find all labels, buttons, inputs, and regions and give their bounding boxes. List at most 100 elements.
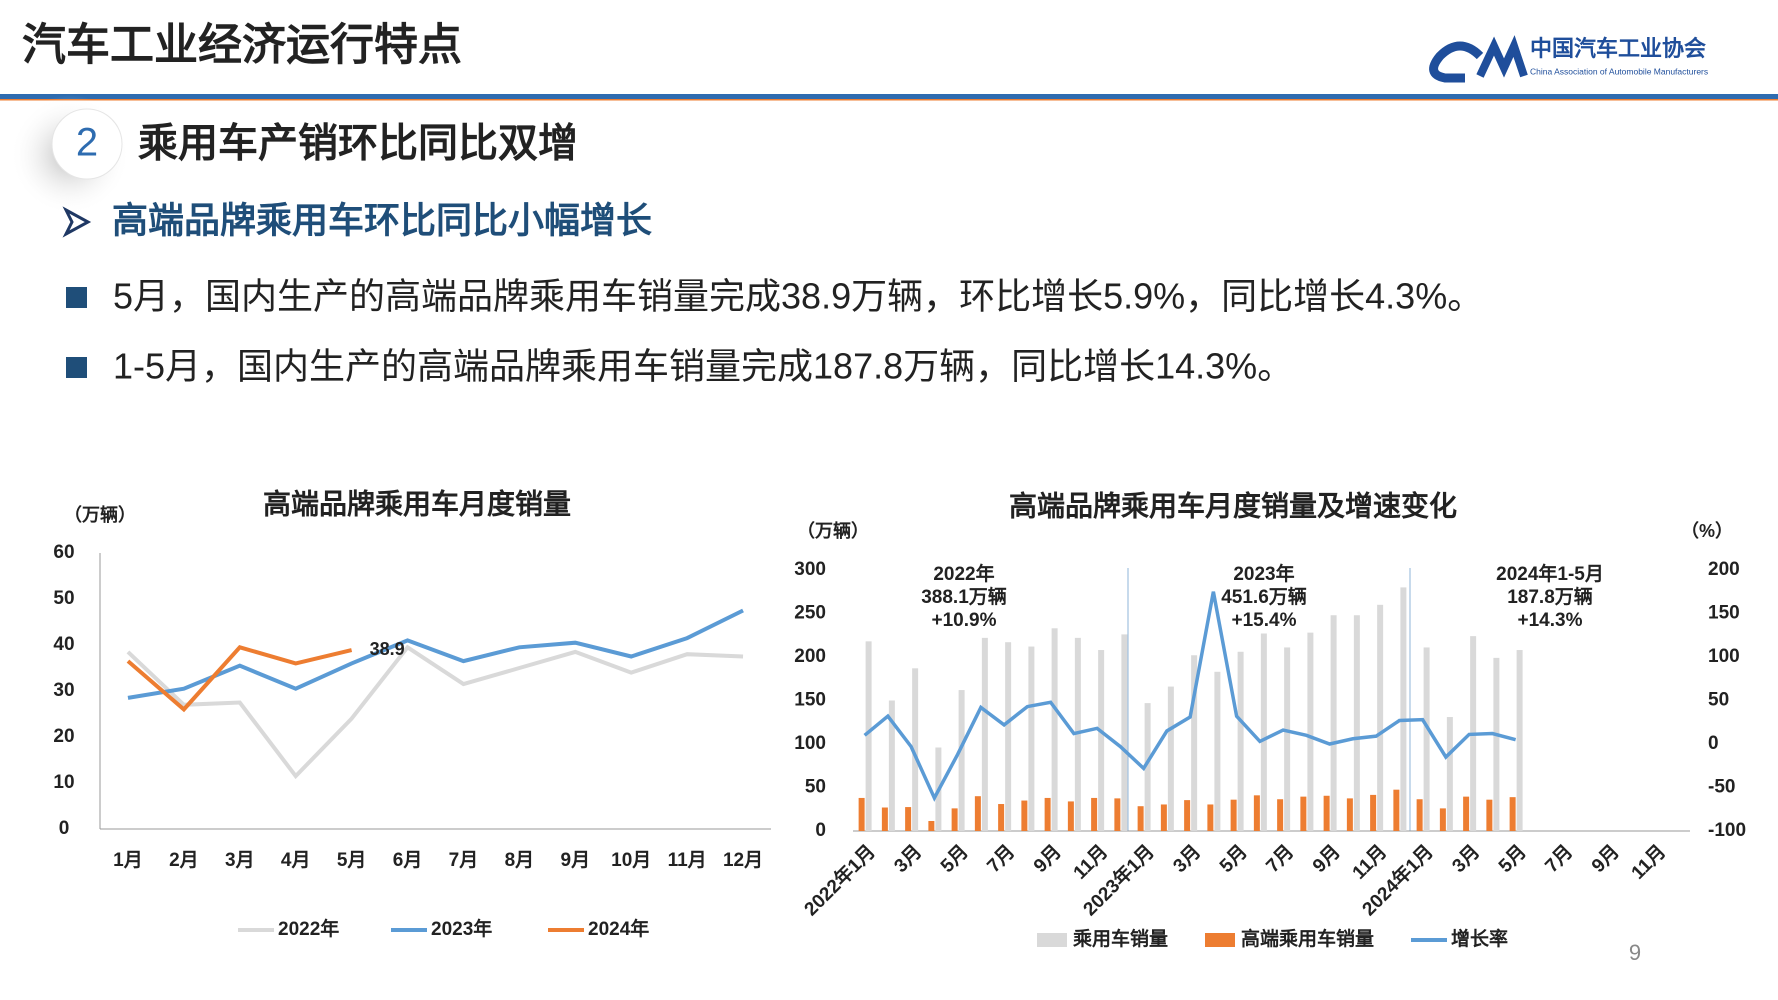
y-tick-label: 150 [794, 690, 826, 711]
x-tick-label: 11月 [1070, 841, 1112, 883]
legend-swatch [1037, 933, 1067, 947]
bar [951, 808, 958, 831]
section-badge [51, 108, 123, 180]
bar [928, 820, 935, 831]
bar [1167, 686, 1174, 831]
bar [1509, 797, 1516, 831]
bar [1144, 703, 1151, 831]
bar [1423, 647, 1430, 831]
y-tick-label: 10 [53, 772, 74, 793]
series-line [126, 644, 744, 780]
annotation: +10.9% [932, 610, 997, 631]
y-tick-label: 50 [53, 588, 74, 609]
y-tick-label: 250 [794, 603, 826, 624]
bar [1393, 789, 1400, 831]
bar [881, 807, 888, 831]
bar [1400, 587, 1407, 831]
y-tick-label: 60 [53, 542, 74, 563]
y-tick-label: 100 [794, 733, 826, 754]
x-tick-label: 5月 [337, 850, 367, 871]
legend-label: 高端乘用车销量 [1241, 927, 1374, 950]
bar [1330, 615, 1337, 831]
x-tick-label: 2月 [169, 850, 199, 871]
x-tick-label: 11月 [668, 850, 707, 871]
bullet-square [66, 287, 87, 308]
y-tick-label: 50 [805, 777, 826, 798]
x-tick-label: 5月 [937, 841, 973, 877]
bullet-text: 5月，国内生产的高端品牌乘用车销量完成38.9万辆，环比增长5.9%，同比增长4… [113, 276, 1483, 317]
bar [1160, 804, 1167, 831]
logo-text: 中国汽车工业协会 [1530, 36, 1706, 61]
bar [1098, 650, 1105, 831]
bar [974, 796, 981, 831]
legend-label: 2022年 [278, 917, 339, 940]
x-tick-label: 3月 [1448, 841, 1484, 877]
y2-tick-label: 0 [1708, 733, 1719, 754]
x-tick-label: 1月 [113, 850, 143, 871]
bar [1028, 646, 1035, 831]
annotation: 2024年1-5月 [1496, 562, 1604, 585]
bar [1346, 798, 1353, 831]
x-tick-label: 5月 [1495, 841, 1531, 877]
series-line [126, 645, 353, 713]
y-tick-label: 30 [53, 680, 74, 701]
bar [1230, 799, 1237, 831]
bar [1439, 808, 1446, 831]
annotation: 388.1万辆 [921, 585, 1007, 608]
bar [1207, 804, 1214, 831]
bullet-square [66, 357, 87, 378]
x-tick-label: 3月 [225, 850, 255, 871]
y2-tick-label: -100 [1708, 820, 1746, 841]
annotation: +15.4% [1232, 610, 1297, 631]
y2-tick-label: 100 [1708, 646, 1740, 667]
x-tick-label: 3月 [890, 841, 926, 877]
x-tick-label: 9月 [561, 850, 591, 871]
y-axis-unit: （万辆） [797, 520, 869, 541]
bar [1353, 615, 1360, 831]
bar [1005, 642, 1012, 831]
header-rule [0, 94, 1778, 99]
bar [865, 641, 872, 831]
bar [1463, 796, 1470, 831]
y2-tick-label: 200 [1708, 559, 1740, 580]
annotation: 451.6万辆 [1221, 585, 1307, 608]
y2-tick-label: -50 [1708, 777, 1735, 798]
bar [888, 700, 895, 831]
page-number: 9 [1629, 940, 1641, 965]
bar [1307, 632, 1314, 831]
y2-tick-label: 150 [1708, 603, 1740, 624]
section-title: 乘用车产销环比同比双增 [138, 122, 578, 166]
bar [1184, 800, 1191, 831]
x-tick-label: 5月 [1216, 841, 1252, 877]
x-tick-label: 8月 [505, 850, 535, 871]
x-tick-label: 10月 [611, 850, 651, 871]
bar [1091, 797, 1098, 831]
logo-text-en: China Association of Automobile Manufact… [1530, 66, 1708, 76]
bar [1446, 717, 1453, 831]
bar [1416, 799, 1423, 831]
x-tick-label: 3月 [1169, 841, 1205, 877]
x-tick-label: 11月 [1628, 841, 1670, 883]
x-tick-label: 6月 [393, 850, 423, 871]
chart-title: 高端品牌乘用车月度销量及增速变化 [1009, 489, 1457, 521]
chart-title: 高端品牌乘用车月度销量 [263, 487, 571, 519]
bar [1191, 655, 1198, 831]
y-tick-label: 20 [53, 726, 74, 747]
growth-line [863, 591, 1517, 802]
annotation: 2022年 [933, 562, 994, 585]
arrow-bullet [62, 206, 92, 238]
annotation: +14.3% [1518, 610, 1583, 631]
x-tick-label: 2022年1月 [799, 840, 879, 920]
bar [958, 690, 965, 831]
bar [1214, 671, 1221, 831]
x-tick-label: 12月 [723, 850, 763, 871]
y2-tick-label: 50 [1708, 690, 1729, 711]
logo-mark [1429, 41, 1484, 83]
x-tick-label: 9月 [1030, 841, 1066, 877]
bar [1253, 795, 1260, 831]
logo: 中国汽车工业协会 China Association of Automobile… [1429, 35, 1708, 83]
x-tick-label: 9月 [1588, 841, 1624, 877]
data-label: 38.9 [370, 639, 405, 659]
x-tick-label: 9月 [1309, 841, 1345, 877]
